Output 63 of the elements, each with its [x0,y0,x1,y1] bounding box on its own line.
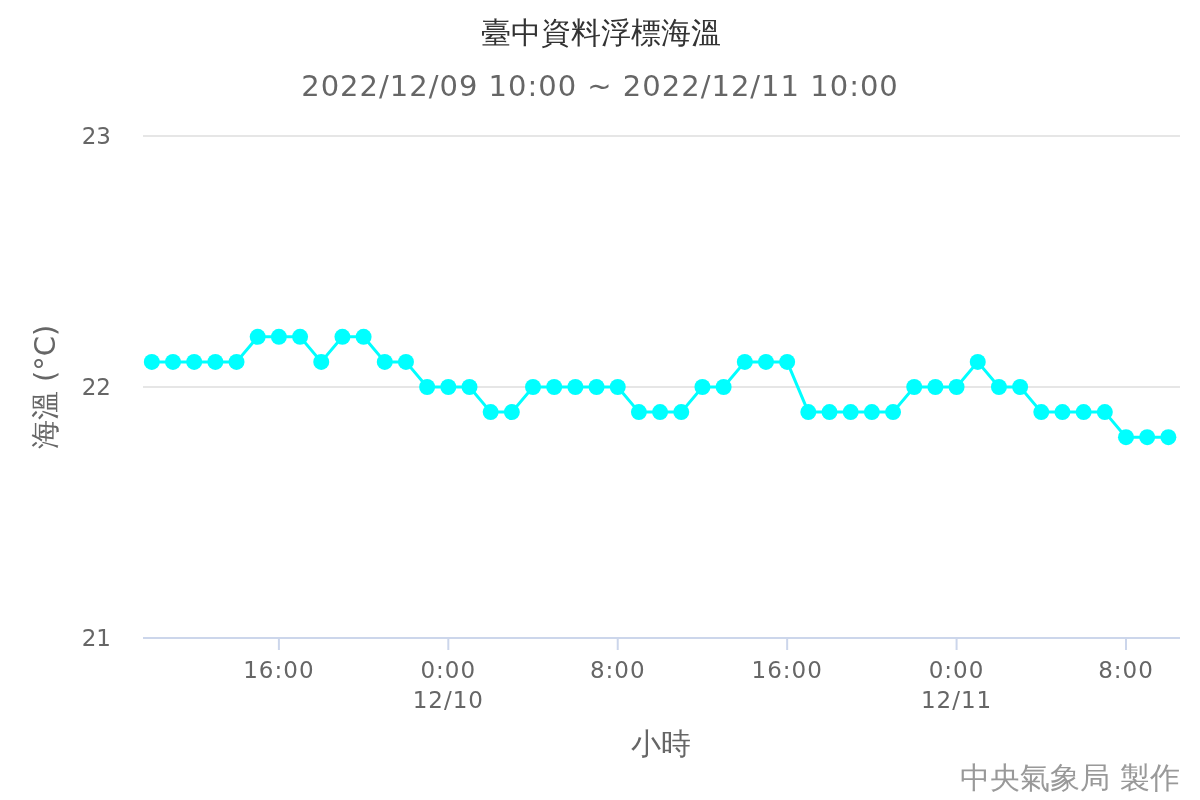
point [1075,404,1092,421]
point [525,379,542,395]
x-tick-label: 0:00 12/10 [412,657,484,713]
y-tick-label: 22 [81,374,111,400]
point [757,353,774,370]
point [546,379,563,395]
point [652,404,669,421]
point [461,379,478,395]
y-tick-label: 21 [81,625,111,651]
point [419,379,436,395]
point [885,404,902,421]
point [588,379,605,395]
chart-title: 臺中資料浮標海溫 [481,15,721,50]
point [292,328,309,345]
point [397,353,414,370]
x-tick-label: 16:00 [751,657,823,683]
point [715,379,732,395]
point [313,353,330,370]
point [1139,429,1156,446]
point [842,404,859,421]
point [1054,404,1071,421]
y-axis-title: 海溫 (°C) [28,324,62,450]
point [1012,379,1029,395]
point [1118,429,1134,446]
point [355,328,372,345]
point [440,379,457,395]
point [1096,404,1113,421]
x-tick-label: 0:00 12/11 [920,657,993,713]
x-tick-label: 8:00 [1098,657,1154,683]
point [800,404,817,421]
point [821,404,838,421]
chart-subtitle: 2022/12/09 10:00 ~ 2022/12/11 10:00 [301,69,899,103]
point [969,353,986,370]
point [736,353,753,370]
point [376,353,393,370]
y-tick-label: 23 [81,123,111,149]
point [927,379,944,395]
point [906,379,923,395]
point [779,353,796,370]
point [186,353,203,370]
point [503,404,520,421]
point [482,404,499,421]
point [1160,429,1177,446]
point [143,353,160,370]
point [694,379,711,395]
point [567,379,584,395]
point [630,404,647,421]
point [207,353,224,370]
point [609,379,626,395]
point [948,379,965,395]
point [165,353,181,370]
point [249,328,266,345]
point [334,328,351,345]
point [1033,404,1050,421]
text: 中央氣象局 製作 [960,760,1180,795]
point [863,404,880,421]
x-axis-title: 小時 [631,726,691,761]
point [990,379,1007,395]
x-tick-label: 16:00 [243,657,315,683]
x-tick-label: 8:00 [589,657,646,683]
point [228,353,245,370]
point [270,328,287,345]
point [673,404,690,421]
